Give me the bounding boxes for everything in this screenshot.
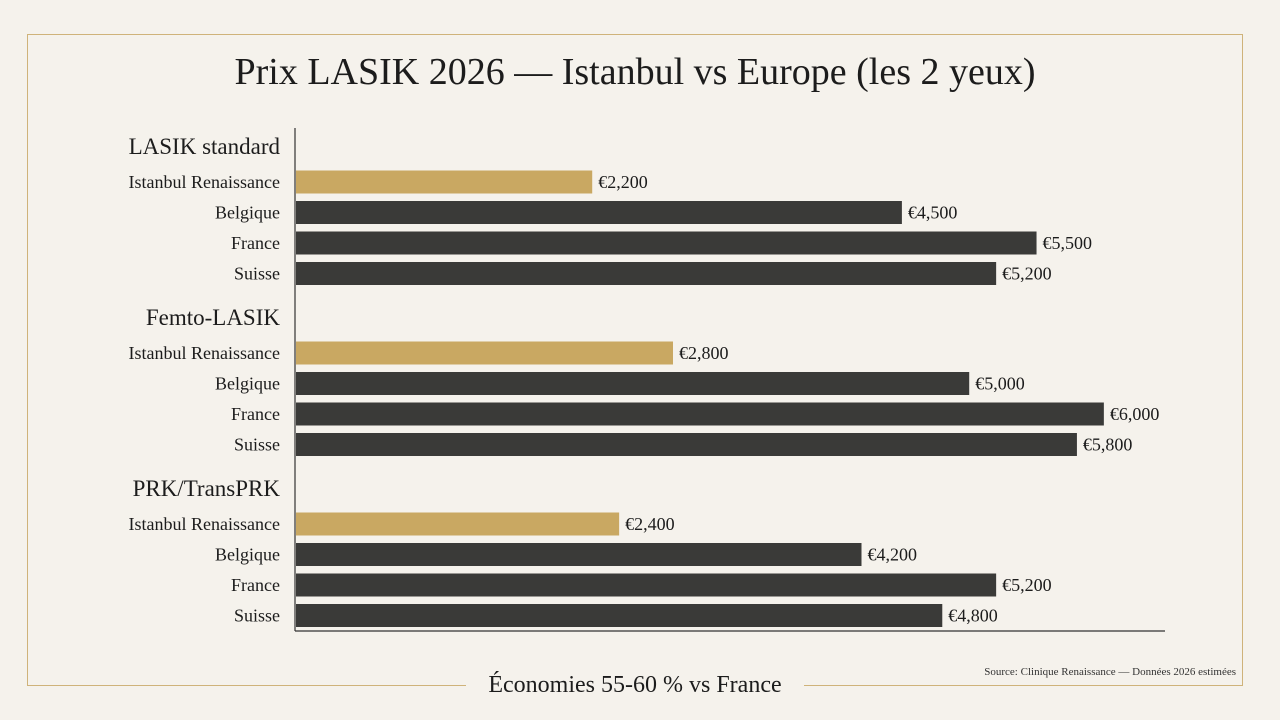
group-label: PRK/TransPRK <box>133 476 281 501</box>
bar <box>296 604 943 627</box>
category-label: Istanbul Renaissance <box>129 172 280 192</box>
category-label: France <box>231 575 280 595</box>
value-label: €2,800 <box>679 343 729 363</box>
bar <box>296 372 970 395</box>
bar <box>296 231 1037 255</box>
value-label: €5,000 <box>975 374 1025 394</box>
value-label: €6,000 <box>1110 404 1160 424</box>
bar <box>296 262 997 285</box>
category-label: Suisse <box>234 435 280 455</box>
category-label: France <box>231 404 280 424</box>
value-label: €5,200 <box>1002 575 1051 595</box>
category-label: Istanbul Renaissance <box>129 514 280 534</box>
chart-title: Prix LASIK 2026 — Istanbul vs Europe (le… <box>234 51 1036 93</box>
category-label: Belgique <box>215 374 280 394</box>
category-label: France <box>231 233 280 253</box>
bar <box>296 573 997 597</box>
value-label: €5,800 <box>1083 435 1133 455</box>
value-label: €4,200 <box>868 545 918 565</box>
value-label: €2,200 <box>598 172 648 192</box>
category-label: Belgique <box>215 545 280 565</box>
bar <box>296 433 1077 456</box>
group-label: Femto-LASIK <box>146 305 281 330</box>
source-note: Source: Clinique Renaissance — Données 2… <box>984 666 1236 678</box>
bar <box>296 170 593 194</box>
category-label: Suisse <box>234 264 280 284</box>
category-label: Istanbul Renaissance <box>129 343 280 363</box>
bar <box>296 201 902 224</box>
value-label: €4,800 <box>948 606 998 626</box>
category-label: Suisse <box>234 606 280 626</box>
bar <box>296 512 620 536</box>
value-label: €5,200 <box>1002 264 1051 284</box>
value-label: €2,400 <box>625 514 675 534</box>
bar <box>296 341 673 365</box>
group-label: LASIK standard <box>129 134 281 159</box>
bar <box>296 543 862 566</box>
category-label: Belgique <box>215 203 280 223</box>
value-label: €4,500 <box>908 203 958 223</box>
savings-summary: Économies 55-60 % vs France <box>466 668 804 702</box>
bar <box>296 402 1104 426</box>
value-label: €5,500 <box>1043 233 1093 253</box>
